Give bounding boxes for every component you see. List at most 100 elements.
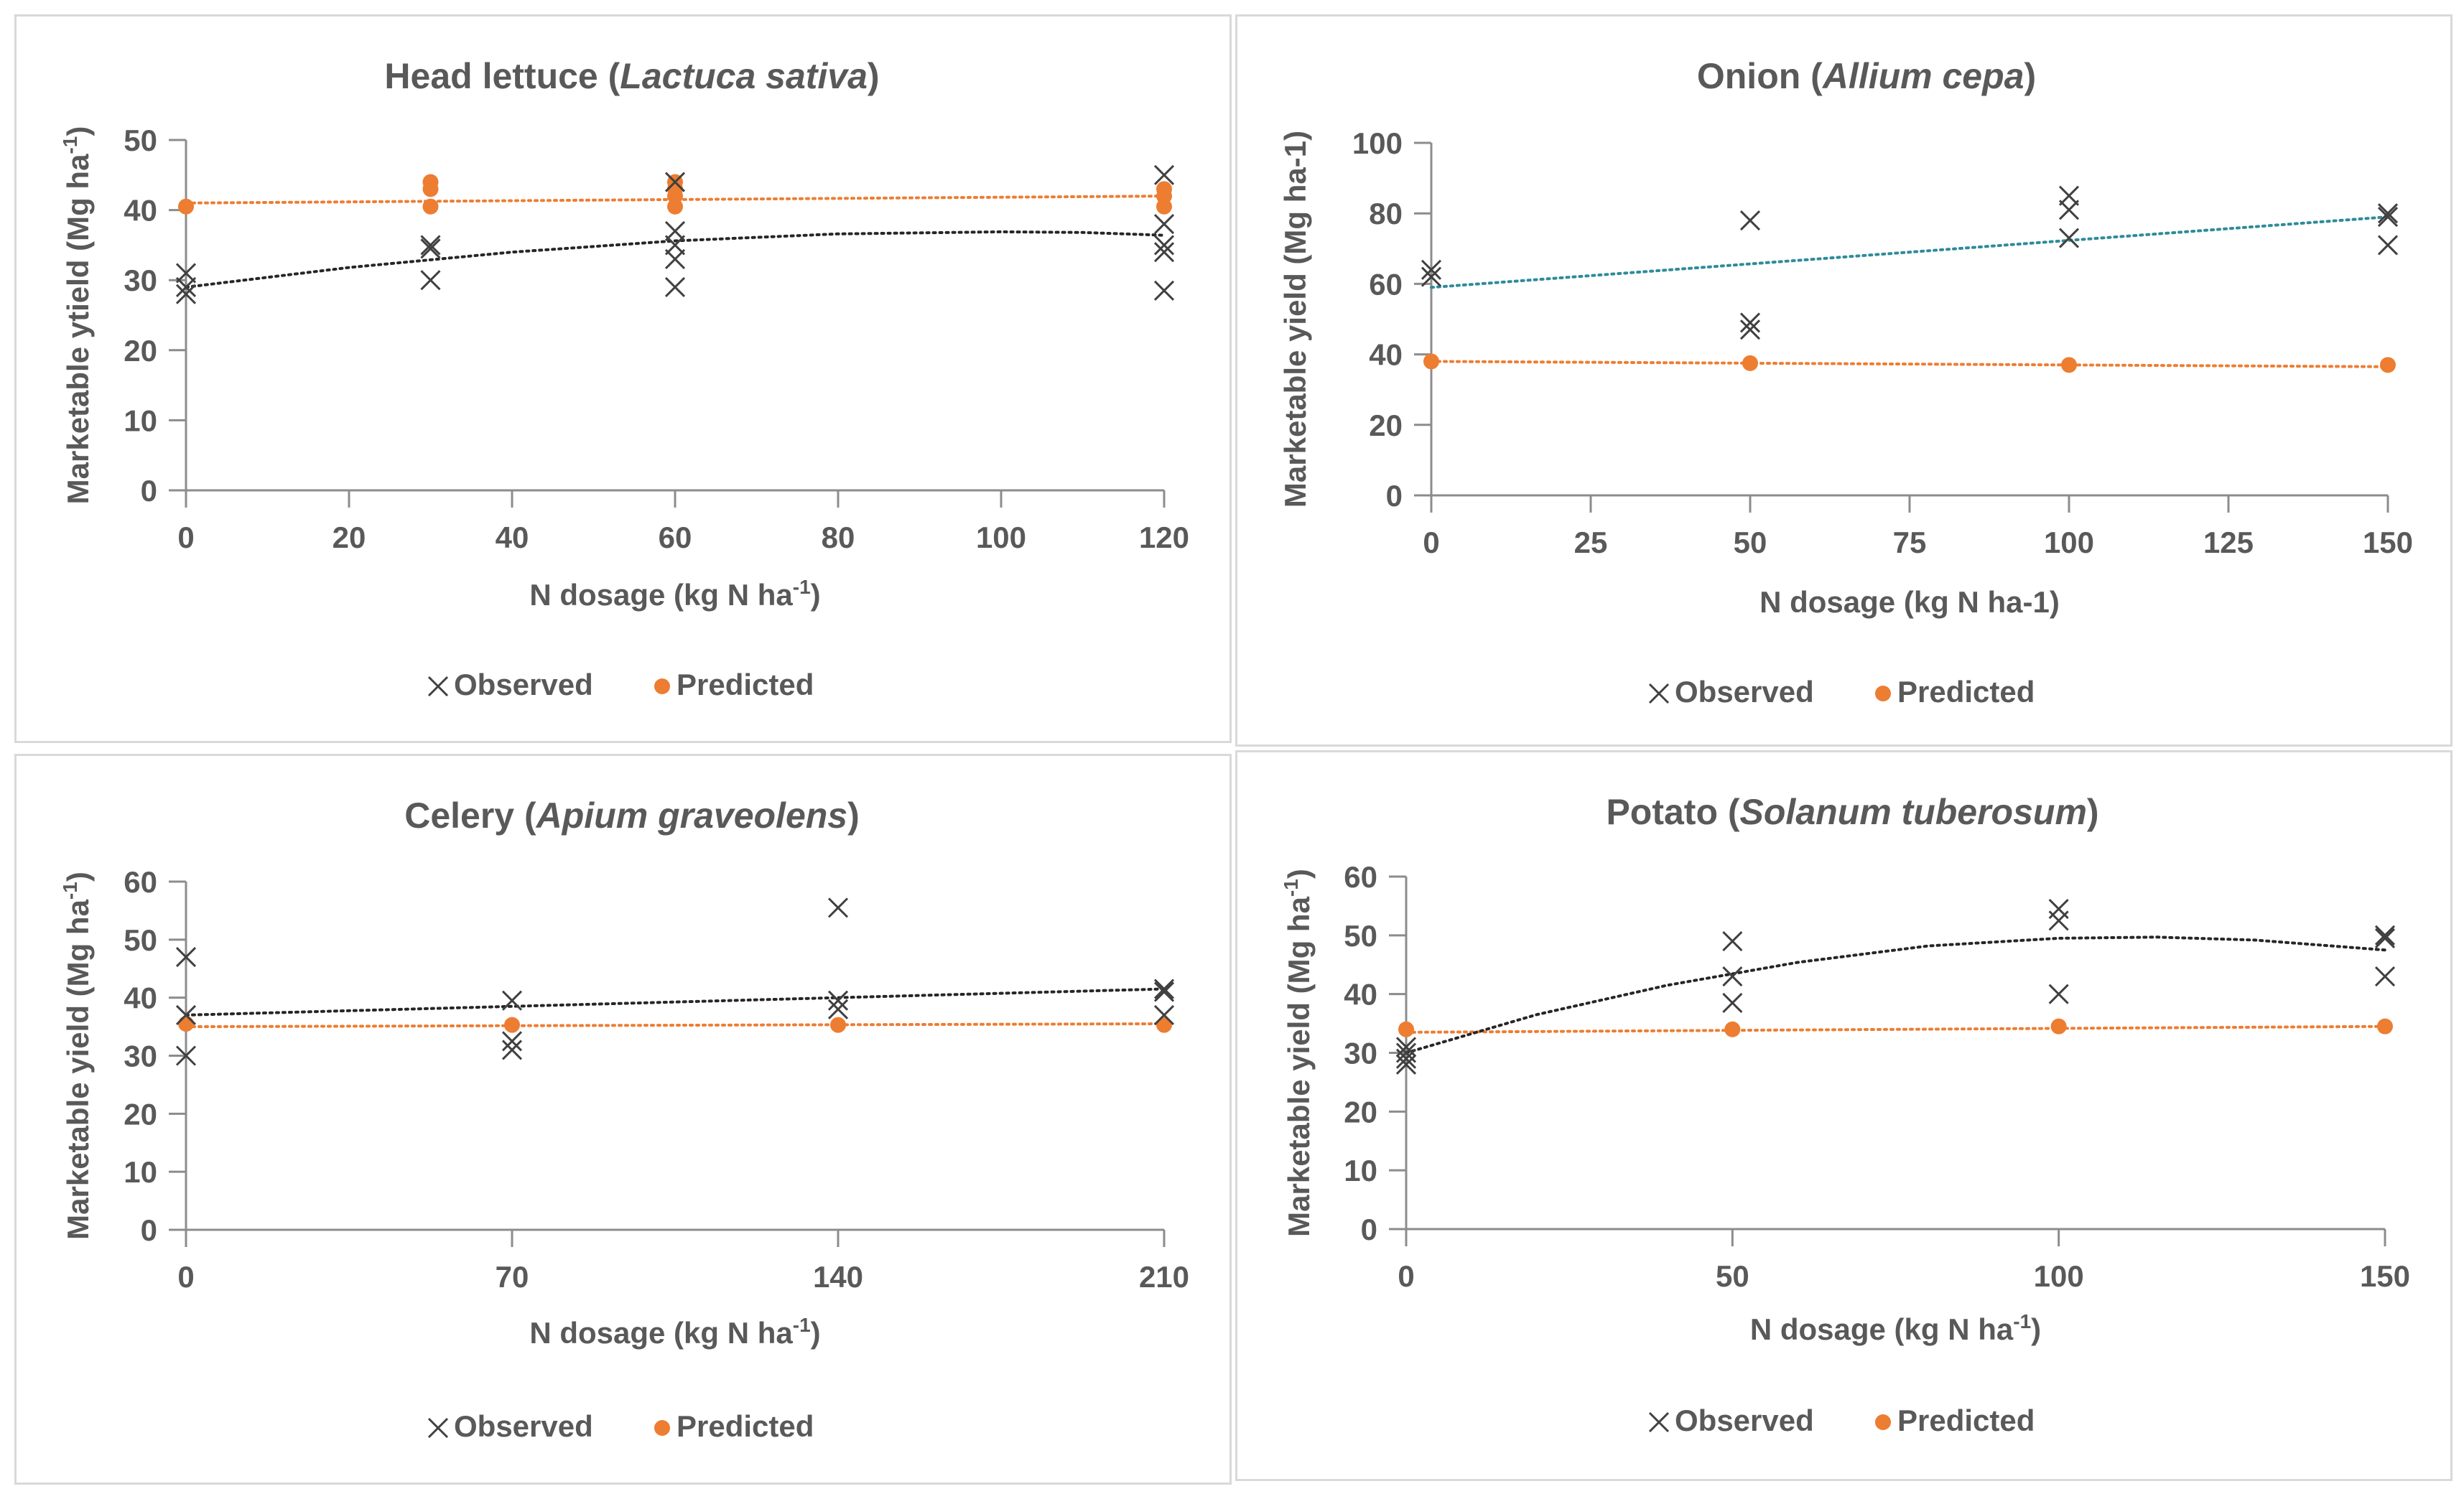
y-tick-label: 20: [124, 334, 157, 368]
trendline-observed: [185, 987, 1166, 1017]
observed-point: [2048, 910, 2069, 931]
x-tick-label: 50: [1716, 1259, 1749, 1293]
x-tick-label: 50: [1734, 526, 1767, 559]
observed-point: [1739, 210, 1761, 231]
x-tick-label: 120: [1139, 520, 1189, 554]
y-tick-label: 40: [1344, 978, 1377, 1012]
predicted-point: [667, 198, 683, 215]
observed-point: [1153, 981, 1175, 1002]
y-tick-label: 0: [141, 1213, 157, 1247]
observed-point: [420, 238, 441, 259]
observed-point: [420, 270, 441, 291]
x-tick-label: 0: [1398, 1259, 1414, 1293]
legend-observed-label: Observed: [1675, 1404, 1814, 1437]
y-axis-title: Marketable ytield (Mg ha-1): [59, 126, 95, 505]
y-axis-title: Marketable yield (Mg ha-1): [1280, 869, 1316, 1237]
trendline-observed: [185, 230, 1166, 289]
observed-point: [2048, 984, 2069, 1004]
x-tick-label: 0: [1423, 526, 1439, 559]
x-axis-title: N dosage (kg N ha-1): [1759, 585, 2060, 619]
y-tick-label: 10: [1344, 1154, 1377, 1187]
observed-point: [2058, 200, 2080, 220]
x-tick-label: 75: [1893, 526, 1927, 559]
y-tick-label: 50: [1344, 919, 1377, 953]
observed-point: [664, 276, 686, 298]
observed-point: [1153, 214, 1175, 235]
chart-title: Head lettuce (Lactuca sativa): [384, 56, 879, 96]
predicted-point: [2380, 357, 2396, 373]
observed-point: [1153, 242, 1175, 263]
predicted-point: [422, 198, 439, 215]
predicted-point: [2050, 1018, 2067, 1035]
legend-observed-marker: [427, 1417, 449, 1439]
x-tick-label: 0: [177, 520, 194, 554]
chart-title: Potato (Solanum tuberosum): [1606, 792, 2098, 832]
x-tick-label: 20: [333, 520, 366, 554]
y-tick-label: 30: [1344, 1037, 1377, 1070]
legend-observed-label: Observed: [454, 1409, 593, 1443]
y-tick-label: 100: [1352, 126, 1403, 160]
observed-point: [664, 235, 686, 256]
observed-point: [1153, 979, 1175, 999]
legend: Observed Predicted: [427, 1409, 814, 1443]
chart-head-lettuce: Head lettuce (Lactuca sativa) 0 10 20 30 40 50…: [59, 56, 1189, 701]
y-axis-title: Marketable yield (Mg ha-1): [59, 872, 95, 1240]
x-tick-label: 40: [496, 520, 529, 554]
trendline-predicted: [1430, 360, 2389, 368]
observed-point: [827, 897, 849, 918]
y-tick-label: 10: [124, 1155, 157, 1189]
x-tick-label: 0: [177, 1260, 194, 1294]
observed-point: [175, 1045, 197, 1066]
predicted-point: [178, 1016, 194, 1032]
observed-point: [1421, 259, 1442, 280]
observed-point: [1153, 164, 1175, 185]
observed-point: [2058, 185, 2080, 206]
chart-title: Onion (Allium cepa): [1697, 56, 2036, 96]
observed-point: [1395, 1054, 1417, 1075]
y-tick-label: 50: [124, 923, 157, 957]
legend-predicted-marker: [654, 1420, 670, 1436]
chart-panel-potato: Potato (Solanum tuberosum) 0 10 20 30 40 50 60 0…: [1235, 750, 2453, 1481]
observed-point: [827, 990, 849, 1011]
legend-predicted-label: Predicted: [1897, 1404, 2035, 1437]
observed-point: [1153, 280, 1175, 301]
x-axis-title: N dosage (kg N ha-1): [529, 576, 820, 612]
x-axis-title: N dosage (kg N ha-1): [529, 1314, 820, 1350]
predicted-point: [422, 181, 439, 197]
predicted-point: [504, 1017, 520, 1033]
y-tick-label: 40: [124, 194, 157, 228]
y-tick-label: 60: [1344, 860, 1377, 894]
observed-point: [1739, 312, 1761, 333]
y-tick-label: 0: [1361, 1213, 1377, 1246]
x-tick-label: 150: [2360, 1259, 2410, 1293]
legend: Observed Predicted: [427, 668, 814, 701]
legend-observed-marker: [427, 676, 449, 697]
y-tick-label: 80: [1369, 197, 1403, 230]
x-tick-label: 140: [813, 1260, 863, 1294]
y-tick-label: 30: [124, 263, 157, 297]
trendline-predicted: [1405, 1024, 2386, 1034]
x-tick-label: 100: [2044, 526, 2094, 559]
predicted-point: [830, 1017, 846, 1033]
y-tick-label: 40: [1369, 338, 1403, 372]
chart-celery: Celery (Apium graveolens) 0 10 20 30 40 50 60 0 7…: [59, 795, 1189, 1443]
y-axis-title: Marketable yield (Mg ha-1): [1278, 131, 1312, 508]
trendline-predicted: [185, 195, 1166, 205]
x-tick-label: 100: [2034, 1259, 2084, 1293]
observed-point: [2374, 966, 2396, 987]
x-tick-label: 210: [1139, 1260, 1189, 1294]
observed-point: [1722, 992, 1743, 1014]
legend-observed-marker: [1648, 683, 1670, 704]
observed-point: [664, 172, 686, 192]
observed-point: [2374, 928, 2396, 948]
legend-predicted-label: Predicted: [677, 1409, 814, 1443]
x-tick-label: 80: [822, 520, 855, 554]
legend-observed-label: Observed: [1675, 675, 1814, 709]
legend-predicted-label: Predicted: [677, 668, 814, 701]
x-tick-label: 125: [2203, 526, 2254, 559]
predicted-point: [1156, 1017, 1172, 1033]
y-tick-label: 60: [124, 865, 157, 899]
observed-point: [175, 947, 197, 968]
legend-predicted-marker: [1875, 686, 1891, 701]
legend: Observed Predicted: [1648, 675, 2035, 709]
